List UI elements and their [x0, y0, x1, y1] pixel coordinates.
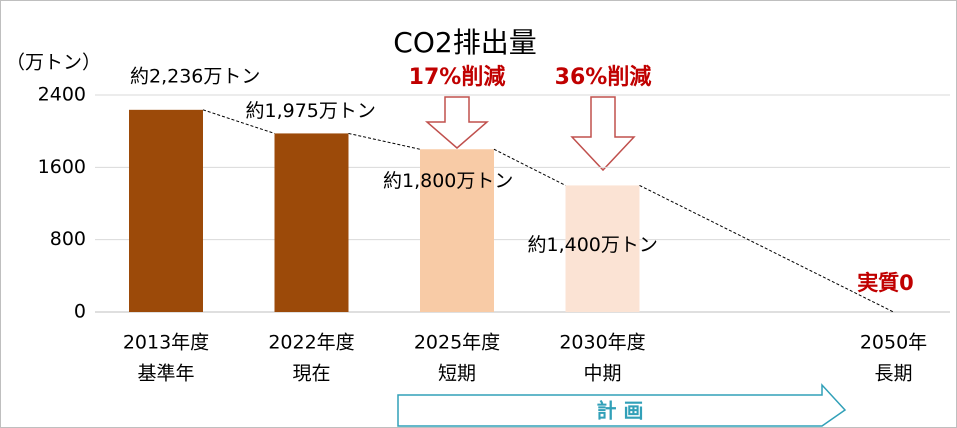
value-label: 約1,800万トン — [383, 170, 513, 192]
x-tick-label: 2022年度 — [268, 332, 354, 354]
y-tick-label: 1600 — [38, 156, 86, 178]
reduction-arrow — [570, 96, 636, 172]
y-axis-label: （万トン） — [6, 52, 101, 74]
plan-arrow — [397, 383, 847, 427]
bar — [565, 185, 640, 312]
x-tick-label: 短期 — [438, 363, 476, 385]
value-label: 約1,975万トン — [246, 100, 376, 122]
value-label: 約1,400万トン — [528, 234, 658, 256]
reduction-arrow — [424, 96, 490, 149]
x-tick-label: 2013年度 — [123, 332, 209, 354]
annotation: 17%削減 — [409, 65, 506, 90]
x-tick-label: 2050年 — [860, 332, 927, 354]
x-tick-label: 中期 — [583, 363, 621, 385]
y-tick-label: 2400 — [38, 84, 86, 106]
bar — [129, 109, 203, 312]
annotation: 36%削減 — [555, 65, 652, 90]
chart-title: CO2排出量 — [393, 26, 536, 59]
y-tick-label: 0 — [74, 301, 86, 323]
x-tick-label: 長期 — [874, 363, 912, 385]
x-tick-label: 現在 — [292, 363, 330, 385]
bar — [420, 149, 494, 312]
bar — [274, 133, 349, 312]
plan-label: 計 画 — [597, 399, 644, 423]
value-label: 約2,236万トン — [130, 65, 260, 87]
y-tick-label: 800 — [50, 228, 86, 250]
x-tick-label: 基準年 — [137, 363, 194, 385]
value-label: 実質0 — [857, 271, 914, 295]
trend-line — [202, 109, 894, 313]
x-tick-label: 2030年度 — [559, 332, 645, 354]
x-tick-label: 2025年度 — [414, 332, 500, 354]
